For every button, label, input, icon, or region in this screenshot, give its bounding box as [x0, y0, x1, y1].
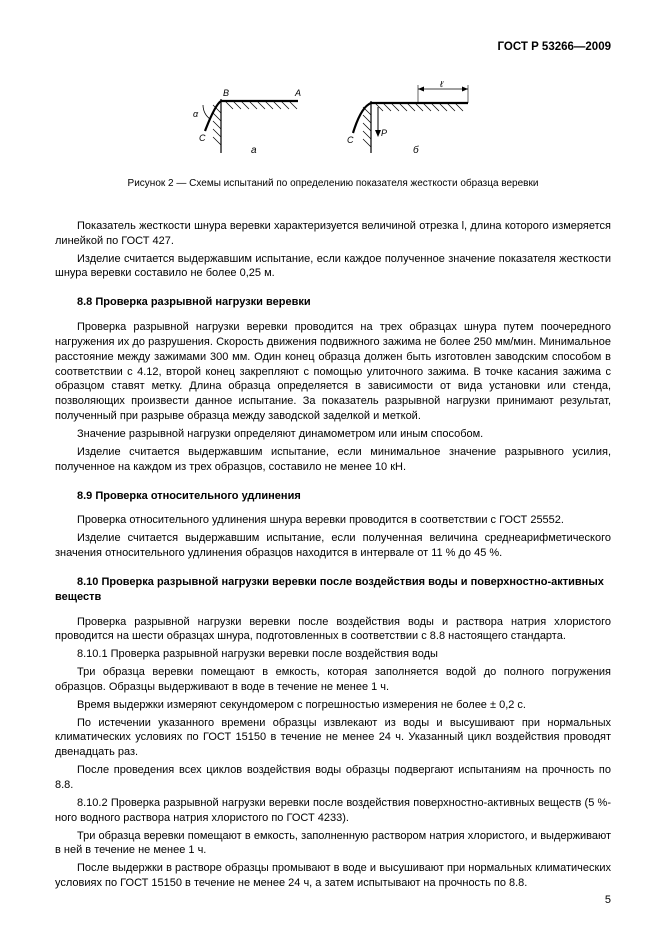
- para-stiffness-2: Изделие считается выдержавшим испытание,…: [55, 252, 611, 282]
- label-c-b: С: [347, 135, 354, 145]
- label-c-a: С: [199, 133, 206, 143]
- para-stiffness-1: Показатель жесткости шнура веревки харак…: [55, 219, 611, 249]
- para-8-8-3: Изделие считается выдержавшим испытание,…: [55, 445, 611, 475]
- para-8-10-9: После выдержки в растворе образцы промыв…: [55, 861, 611, 891]
- diagram-caption: Рисунок 2 — Схемы испытаний по определен…: [55, 177, 611, 191]
- para-8-10-1: Проверка разрывной нагрузки веревки посл…: [55, 615, 611, 645]
- para-8-10-6: После проведения всех циклов воздействия…: [55, 763, 611, 793]
- heading-8-8: 8.8 Проверка разрывной нагрузки веревки: [55, 295, 611, 310]
- stiffness-diagram: α В А С а Р ℓ: [55, 81, 611, 166]
- sublabel-b: б: [413, 144, 419, 156]
- para-8-10-7: 8.10.2 Проверка разрывной нагрузки верев…: [55, 796, 611, 826]
- para-8-10-4: Время выдержки измеряют секундомером с п…: [55, 698, 611, 713]
- para-8-9-1: Проверка относительного удлинения шнура …: [55, 513, 611, 528]
- diagram-b: Р ℓ С б: [347, 81, 468, 156]
- doc-header: ГОСТ Р 53266—2009: [55, 40, 611, 56]
- para-8-9-2: Изделие считается выдержавшим испытание,…: [55, 531, 611, 561]
- para-8-10-5: По истечении указанного времени образцы …: [55, 716, 611, 761]
- label-a-a: А: [294, 88, 301, 98]
- heading-8-10: 8.10 Проверка разрывной нагрузки веревки…: [55, 575, 611, 605]
- para-8-8-2: Значение разрывной нагрузки определяют д…: [55, 427, 611, 442]
- para-8-10-2: 8.10.1 Проверка разрывной нагрузки верев…: [55, 647, 611, 662]
- sublabel-a: а: [251, 145, 257, 156]
- label-angle: α: [193, 109, 199, 119]
- page-number: 5: [605, 893, 611, 908]
- label-p: Р: [381, 128, 387, 138]
- para-8-8-1: Проверка разрывной нагрузки веревки пров…: [55, 320, 611, 424]
- para-8-10-3: Три образца веревки помещают в емкость, …: [55, 665, 611, 695]
- diagram-a: α В А С а: [193, 88, 301, 156]
- para-8-10-8: Три образца веревки помещают в емкость, …: [55, 829, 611, 859]
- label-b-a: В: [223, 88, 229, 98]
- heading-8-9: 8.9 Проверка относительного удлинения: [55, 489, 611, 504]
